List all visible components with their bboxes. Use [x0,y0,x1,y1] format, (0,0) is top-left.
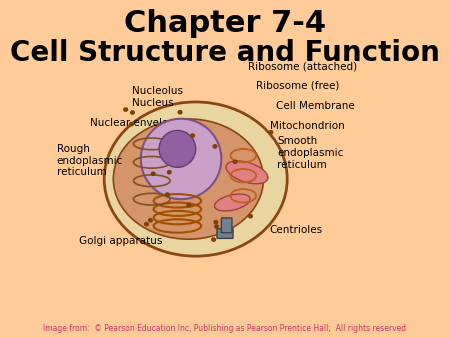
Ellipse shape [226,161,268,184]
Text: Golgi apparatus: Golgi apparatus [79,236,162,246]
Ellipse shape [159,130,196,167]
Ellipse shape [129,122,134,126]
Ellipse shape [211,237,216,242]
Text: Chapter 7-4: Chapter 7-4 [124,9,326,38]
Ellipse shape [248,214,253,219]
FancyBboxPatch shape [221,218,232,233]
Ellipse shape [177,110,183,115]
Text: Image from:  © Pearson Education Inc, Publishing as Pearson Prentice Hall;  All : Image from: © Pearson Education Inc, Pub… [44,324,406,333]
Ellipse shape [104,102,287,256]
Ellipse shape [233,160,238,164]
Ellipse shape [165,192,170,197]
Ellipse shape [151,171,156,176]
Ellipse shape [186,203,191,208]
Ellipse shape [212,144,217,149]
Ellipse shape [214,224,219,229]
Ellipse shape [144,222,149,226]
Ellipse shape [113,119,263,239]
Ellipse shape [268,130,274,135]
Ellipse shape [166,170,172,174]
Text: Cell Structure and Function: Cell Structure and Function [10,39,440,67]
FancyBboxPatch shape [217,229,233,238]
Ellipse shape [130,110,135,115]
Ellipse shape [148,218,153,223]
Text: Ribosome (free): Ribosome (free) [256,81,339,91]
Text: Mitochondrion: Mitochondrion [270,121,345,131]
Ellipse shape [123,107,128,112]
Text: Centrioles: Centrioles [269,225,322,235]
Text: Nuclear envelope: Nuclear envelope [90,118,181,128]
Text: Ribosome (attached): Ribosome (attached) [248,62,357,72]
Text: Nucleolus
Nucleus: Nucleolus Nucleus [132,86,183,108]
Text: Rough
endoplasmic
reticulum: Rough endoplasmic reticulum [57,144,123,177]
Ellipse shape [215,194,250,211]
Ellipse shape [213,220,218,224]
Text: Cell Membrane: Cell Membrane [275,101,354,111]
Ellipse shape [190,133,195,138]
Text: Smooth
endoplasmic
reticulum: Smooth endoplasmic reticulum [277,136,344,170]
Ellipse shape [141,119,221,199]
